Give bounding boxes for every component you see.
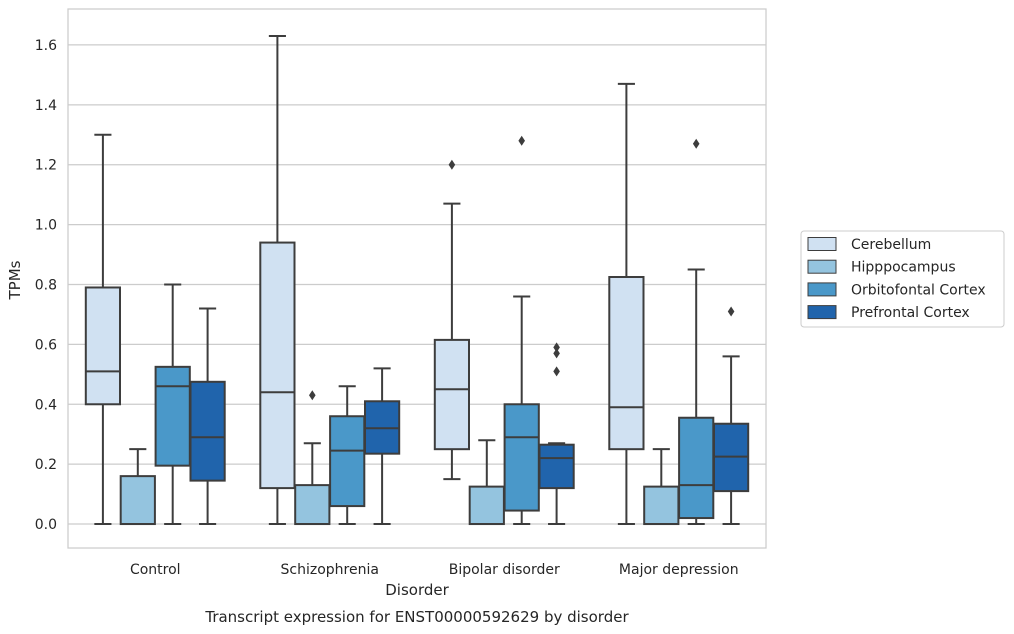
outlier-point [692, 138, 700, 149]
x-tick-label: Bipolar disorder [449, 562, 560, 578]
box-3-1 [643, 448, 680, 526]
box-3-3 [712, 306, 750, 526]
box-1-0 [259, 34, 296, 526]
y-tick-label: 0.0 [35, 517, 57, 533]
box-body [608, 276, 645, 451]
x-tick-label: Major depression [619, 562, 739, 578]
box-0-3 [189, 307, 226, 526]
x-axis-ticks: Control Schizophrenia Bipolar disorder Majo… [130, 562, 739, 578]
box-2-2 [503, 135, 540, 526]
box-body [259, 241, 296, 490]
y-tick-label: 1.4 [35, 98, 57, 114]
legend-label: Hipppocampus [851, 260, 956, 276]
outlier-point [448, 159, 456, 170]
box-body [538, 443, 575, 490]
box-1-2 [329, 385, 366, 526]
legend-swatch [807, 259, 837, 274]
y-tick-label: 1.2 [35, 158, 57, 174]
box-body [154, 365, 191, 467]
y-tick-label: 1.0 [35, 218, 57, 234]
box-0-0 [84, 133, 122, 526]
box-2-1 [468, 439, 505, 526]
box-body [643, 485, 680, 526]
box-1-3 [363, 367, 401, 526]
box-body [329, 415, 366, 508]
y-axis-ticks: 0.0 0.2 0.4 0.6 0.8 1.0 1.2 1.4 1.6 [35, 38, 57, 533]
box-body [294, 484, 331, 526]
box-body [433, 338, 471, 451]
legend-swatch [807, 237, 837, 251]
outlier-point [727, 306, 735, 317]
box-body [678, 416, 715, 520]
box-3-2 [678, 138, 715, 526]
x-tick-label: Control [130, 562, 181, 578]
x-tick-label: Schizophrenia [281, 562, 379, 578]
outlier-point [553, 348, 560, 359]
legend-label: Cerebellum [851, 237, 931, 253]
legend-frame [800, 230, 1005, 328]
legend-swatch [807, 305, 837, 320]
outlier-point [518, 135, 525, 146]
legend-items: Cerebellum Hipppocampus Orbitofontal Corte… [807, 237, 986, 321]
boxes [84, 34, 750, 526]
box-body [503, 403, 540, 512]
box-2-3 [538, 342, 575, 526]
x-axis-label: Disorder [385, 581, 449, 599]
outlier-point [553, 366, 560, 377]
legend-label: Prefrontal Cortex [851, 305, 970, 321]
legend-swatch [807, 282, 837, 297]
box-0-2 [154, 283, 191, 526]
box-0-1 [119, 448, 156, 526]
box-body [189, 380, 226, 482]
box-body [119, 475, 156, 526]
outlier-point [553, 342, 560, 353]
chart-caption: Transcript expression for ENST0000059262… [204, 608, 629, 626]
box-3-0 [608, 82, 645, 526]
legend: Cerebellum Hipppocampus Orbitofontal Corte… [800, 230, 1005, 328]
y-tick-label: 0.8 [35, 277, 57, 293]
plot-area [67, 8, 767, 549]
y-tick-label: 0.6 [35, 337, 57, 353]
box-1-1 [294, 390, 331, 526]
box-body [84, 286, 122, 406]
legend-label: Orbitofontal Cortex [851, 282, 986, 298]
outlier-point [309, 390, 316, 401]
y-tick-label: 0.4 [35, 397, 57, 413]
box-2-0 [433, 159, 471, 481]
y-tick-label: 1.6 [35, 38, 57, 54]
box-body [468, 485, 505, 526]
y-axis-label: TPMs [6, 260, 24, 300]
y-tick-label: 0.2 [35, 457, 57, 473]
